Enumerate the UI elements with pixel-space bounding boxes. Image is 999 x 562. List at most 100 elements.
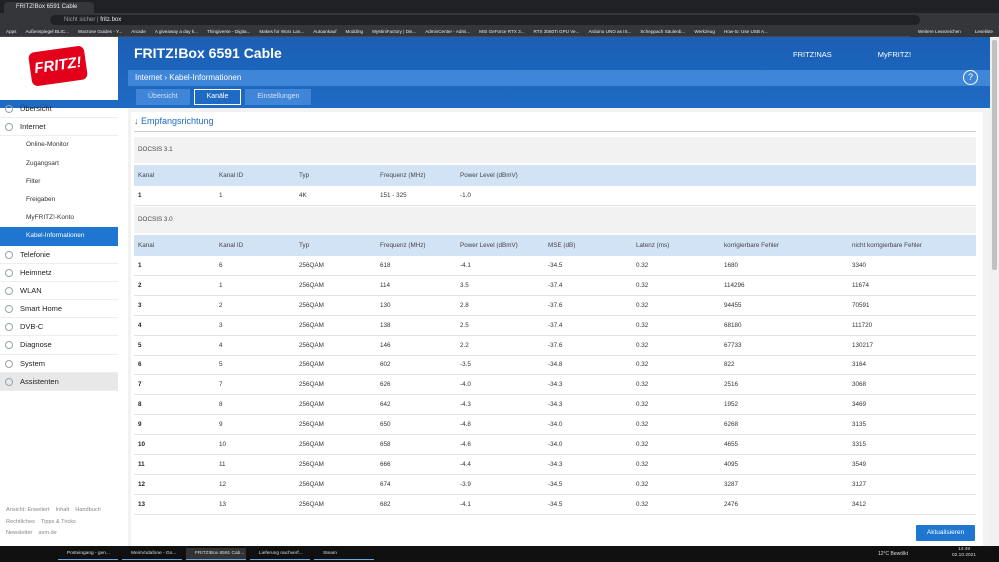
table-cell: 256QAM	[299, 341, 324, 349]
nav-subitem[interactable]: MyFRITZ!-Konto	[26, 214, 75, 222]
footer-row: Newsletter avm.de	[6, 528, 118, 540]
nav-item[interactable]: DVB-C	[0, 318, 118, 337]
footer-link[interactable]: Ansicht: Erweitert	[6, 507, 50, 513]
logo[interactable]: FRITZ!	[0, 37, 118, 100]
table-cell: 9	[219, 421, 223, 429]
nav-item[interactable]: WLAN	[0, 282, 118, 301]
nav-item[interactable]: Heimnetz	[0, 264, 118, 282]
table-cell: 2.2	[460, 341, 469, 349]
table-row: 4 3 256QAM 138 2.5 -37.4 0.32 68180 111720	[134, 316, 976, 336]
bookmark[interactable]: Arcade	[131, 29, 146, 34]
table-row: 11 11 256QAM 666 -4.4 -34.3 0.32 4095 3549	[134, 455, 976, 475]
table-cell: -34.5	[548, 480, 563, 488]
header-link[interactable]: MyFRITZ!	[877, 50, 912, 59]
nav-subitem[interactable]: Kabel-Informationen	[0, 227, 118, 246]
bookmark[interactable]: Autoankauf	[313, 29, 337, 34]
nav-item[interactable]: Telefonie	[0, 246, 118, 264]
breadcrumb-item[interactable]: Internet	[135, 73, 163, 82]
section-title[interactable]: ↓ Empfangsrichtung	[134, 116, 214, 126]
table-cell: 674	[380, 480, 391, 488]
omnibox[interactable]: Nicht sicher | fritz.box	[50, 15, 920, 25]
help-button[interactable]: ?	[963, 70, 978, 85]
footer-link[interactable]: Tipps & Tricks	[40, 518, 76, 525]
nav-item[interactable]: Internet	[0, 118, 118, 137]
footer-link[interactable]: Newsletter	[6, 530, 33, 536]
table-cell: 0.32	[636, 261, 649, 269]
nav-subitem[interactable]: Zugangsart	[26, 159, 59, 167]
nav-item[interactable]: Assistenten	[0, 372, 118, 391]
bookmark[interactable]: Modding	[345, 29, 364, 34]
bookmark[interactable]: Thingiverse - Digita...	[206, 29, 251, 34]
table-row: 8 8 256QAM 642 -4.3 -34.3 0.32 1952 3469	[134, 395, 976, 416]
table-caption: DOCSIS 3.1	[134, 137, 976, 163]
table-cell: -3.5	[460, 361, 471, 369]
refresh-button[interactable]: Aktualisieren	[916, 525, 975, 541]
table-cell: 3164	[852, 361, 867, 369]
breadcrumb-sep: ›	[162, 73, 170, 82]
table-cell: -34.0	[548, 441, 563, 448]
column-header: Kanal ID	[219, 241, 244, 249]
table-row: 7 7 256QAM 626 -4.0 -34.3 0.32 2516 3068	[134, 375, 976, 396]
bookmark[interactable]: Scheppach Säulenb...	[640, 29, 686, 34]
nav-item[interactable]: Smart Home	[0, 300, 118, 319]
table-cell: 111720	[852, 321, 873, 329]
footer-link[interactable]: avm.de	[38, 530, 57, 536]
bookmark[interactable]: Außenspiegel BLIC...	[25, 29, 69, 34]
table-cell: 6	[138, 361, 142, 369]
bookmark[interactable]: Makes for Worx Lan...	[259, 29, 305, 34]
footer-link[interactable]: Inhalt	[55, 507, 70, 513]
nav-item[interactable]: Diagnose	[0, 336, 118, 355]
bookmark[interactable]: Warzone Guides - Y...	[77, 29, 123, 34]
tab[interactable]: Übersicht	[136, 89, 190, 105]
table-cell: 256QAM	[299, 301, 324, 309]
table-cell: 1	[219, 192, 223, 199]
browser-tab[interactable]: FRITZ!Box 6591 Cable	[4, 2, 94, 13]
nav-item[interactable]: Übersicht	[0, 100, 118, 119]
bookmark[interactable]: Apps	[6, 29, 17, 34]
tab[interactable]: Einstellungen	[245, 89, 312, 105]
tab-bar	[0, 0, 999, 13]
footer-link[interactable]: Rechtliches	[6, 518, 35, 525]
table-cell: 0.32	[636, 460, 649, 468]
table-cell: -34.5	[548, 261, 563, 269]
nav-subitem[interactable]: Freigaben	[26, 195, 56, 203]
bookmark[interactable]: RTX 3060Ti GPU Ve...	[533, 29, 580, 34]
taskbar-app[interactable]: MeinVodafone - Go...	[122, 548, 182, 560]
url: fritz.box	[100, 17, 122, 23]
taskbar-app[interactable]: Posteingang - gen...	[58, 548, 118, 560]
taskbar-app[interactable]: Steam	[314, 548, 374, 560]
bookmark[interactable]: Arduino UNO as IS...	[588, 29, 632, 34]
sidebar: Übersicht Internet Online-Monitor Zugangsar…	[0, 100, 118, 391]
table-cell: 3315	[852, 441, 867, 448]
taskbar	[0, 546, 999, 562]
footer-link[interactable]: Handbuch	[75, 507, 101, 513]
bookmark[interactable]: AdminCenter - Admi...	[425, 29, 471, 34]
table-cell: 682	[380, 500, 391, 508]
reading-list[interactable]: Leseliste	[974, 29, 993, 34]
table-cell: -34.8	[548, 361, 563, 369]
table-cell: 138	[380, 321, 391, 329]
bookmark[interactable]: How-to: Use USB A...	[723, 29, 768, 34]
table-row: 12 12 256QAM 674 -3.9 -34.5 0.32 3287 3127	[134, 475, 976, 495]
taskbar-app[interactable]: Lieferung nachverf...	[250, 548, 310, 560]
table-cell: 1	[138, 261, 142, 269]
tab[interactable]: Kanäle	[193, 89, 242, 105]
table-cell: 3340	[852, 261, 867, 269]
table-cell: -34.0	[548, 421, 563, 429]
breadcrumb-item[interactable]: Kabel-Informationen	[169, 73, 242, 82]
scrollbar-thumb[interactable]	[992, 40, 997, 270]
nav-item[interactable]: System	[0, 355, 118, 373]
bookmark[interactable]: MSI GeForce RTX 3...	[479, 29, 525, 34]
nav-subitem[interactable]: Filter	[26, 177, 41, 185]
bookmark[interactable]: A giveaway a day k...	[154, 29, 198, 34]
bookmark[interactable]: Werkzeug	[694, 29, 715, 34]
bookmark[interactable]: MyMiniFactory | Dis...	[372, 29, 417, 34]
more-bookmarks[interactable]: Weitere Lesezeichen	[918, 29, 961, 34]
table-cell: 256QAM	[299, 480, 324, 488]
table-cell: 0.32	[636, 301, 649, 309]
table-cell: 4095	[724, 460, 739, 468]
header-link[interactable]: FRITZ!NAS	[793, 50, 832, 59]
nav-subitem[interactable]: Online-Monitor	[26, 141, 69, 149]
taskbar-app[interactable]: FRITZ!Box 6591 Cab...	[186, 548, 246, 560]
